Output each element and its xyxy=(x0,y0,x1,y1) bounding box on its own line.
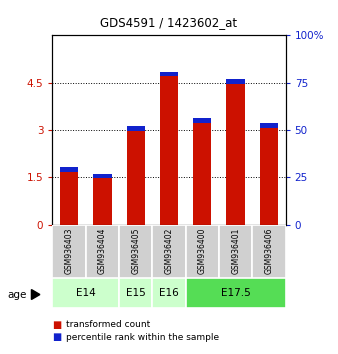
Bar xyxy=(119,278,152,308)
Bar xyxy=(52,278,119,308)
Bar xyxy=(226,79,245,84)
Bar xyxy=(260,123,278,128)
Bar xyxy=(193,118,212,225)
Bar xyxy=(219,225,252,278)
Bar xyxy=(252,225,286,278)
Text: ■: ■ xyxy=(52,332,62,342)
Text: GSM936403: GSM936403 xyxy=(65,227,74,274)
Bar xyxy=(226,79,245,225)
Text: GSM936405: GSM936405 xyxy=(131,227,140,274)
Bar xyxy=(60,167,78,225)
Text: E17.5: E17.5 xyxy=(221,288,250,298)
Text: transformed count: transformed count xyxy=(66,320,150,330)
Bar xyxy=(193,118,212,123)
Text: percentile rank within the sample: percentile rank within the sample xyxy=(66,332,219,342)
Bar xyxy=(260,123,278,225)
Bar xyxy=(126,126,145,225)
Bar xyxy=(152,225,186,278)
Text: E15: E15 xyxy=(126,288,146,298)
Bar xyxy=(86,225,119,278)
Bar xyxy=(52,225,86,278)
Text: GSM936401: GSM936401 xyxy=(231,228,240,274)
Bar xyxy=(152,278,186,308)
Text: GSM936406: GSM936406 xyxy=(264,227,273,274)
Bar xyxy=(93,174,112,225)
Text: ■: ■ xyxy=(52,320,62,330)
Bar xyxy=(186,278,286,308)
Text: E14: E14 xyxy=(76,288,96,298)
Bar xyxy=(160,72,178,225)
Bar xyxy=(186,225,219,278)
Bar xyxy=(160,72,178,76)
Bar xyxy=(126,126,145,131)
Polygon shape xyxy=(31,290,40,299)
Bar xyxy=(60,167,78,172)
Bar xyxy=(119,225,152,278)
Text: GSM936400: GSM936400 xyxy=(198,227,207,274)
Text: GSM936402: GSM936402 xyxy=(165,228,173,274)
Text: age: age xyxy=(7,290,27,299)
Bar xyxy=(93,174,112,178)
Text: E16: E16 xyxy=(159,288,179,298)
Text: GSM936404: GSM936404 xyxy=(98,227,107,274)
Text: GDS4591 / 1423602_at: GDS4591 / 1423602_at xyxy=(100,16,238,29)
